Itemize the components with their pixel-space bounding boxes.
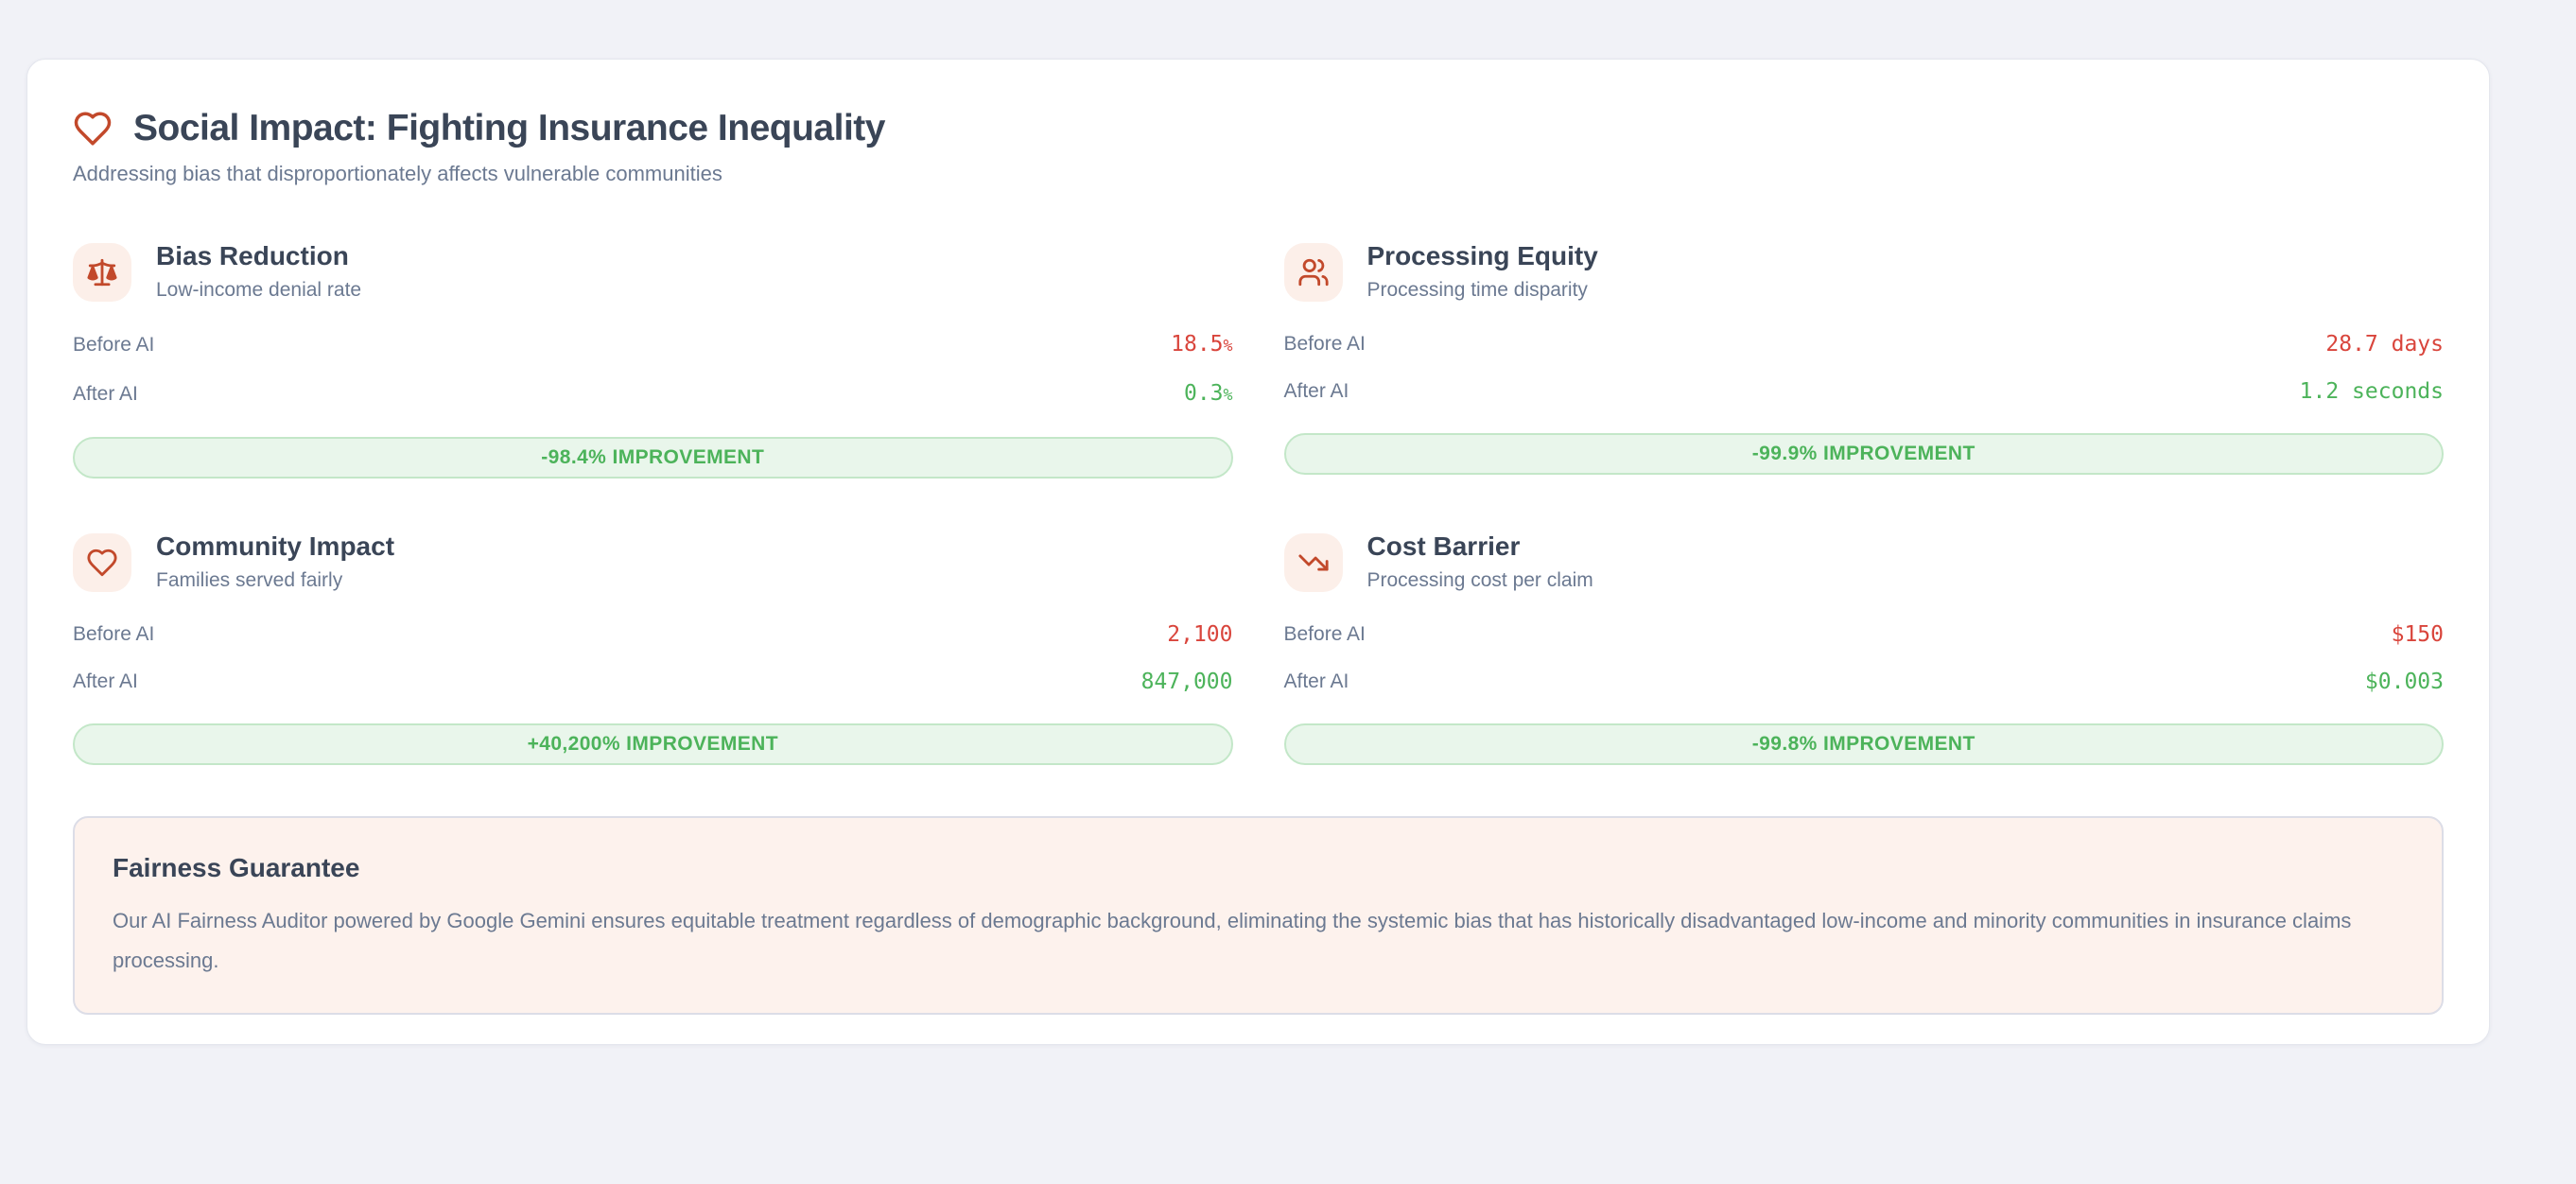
before-row: Before AI 28.7 days [1284, 331, 2445, 357]
metric-subtitle: Processing cost per claim [1366, 569, 1593, 591]
after-value: 0.3% [1183, 381, 1233, 406]
metric-title: Processing Equity [1366, 241, 1598, 270]
after-label: After AI [1283, 670, 1349, 692]
before-row: Before AI 2,100 [73, 621, 1233, 648]
metric-title: Cost Barrier [1366, 531, 1521, 561]
metric-rows: Before AI 2,100 After AI 847,000 [73, 621, 1233, 695]
after-row: After AI 847,000 [73, 669, 1233, 695]
before-label: Before AI [73, 334, 155, 356]
metric-card-processing-equity: Processing Equity Processing time dispar… [1283, 241, 2445, 479]
after-value: 1.2 seconds [2299, 379, 2444, 404]
after-row: After AI 0.3% [73, 380, 1233, 409]
metric-head-text: Community Impact Families served fairly [156, 531, 394, 593]
after-value: $0.003 [2364, 670, 2444, 694]
before-value: 18.5% [1171, 332, 1233, 357]
metric-title: Bias Reduction [156, 241, 349, 270]
metric-head-text: Cost Barrier Processing cost per claim [1367, 531, 1593, 593]
before-label: Before AI [1283, 623, 1366, 645]
metric-head-text: Bias Reduction Low-income denial rate [156, 241, 361, 303]
metric-rows: Before AI $150 After AI $0.003 [1284, 621, 2445, 695]
metric-icon-chip [1283, 532, 1343, 592]
heart-icon [74, 112, 112, 146]
social-impact-panel: Social Impact: Fighting Insurance Inequa… [26, 59, 2490, 1045]
after-label: After AI [73, 670, 138, 692]
before-label: Before AI [1283, 333, 1366, 355]
metrics-grid: Bias Reduction Low-income denial rate Be… [73, 241, 2444, 765]
before-value: 2,100 [1167, 622, 1233, 647]
page-subtitle: Addressing bias that disproportionately … [73, 162, 722, 185]
metric-icon-chip [73, 532, 131, 592]
metric-subtitle: Processing time disparity [1366, 279, 1588, 301]
after-label: After AI [73, 383, 138, 405]
fairness-callout: Fairness Guarantee Our AI Fairness Audit… [73, 816, 2444, 1015]
panel-header: Social Impact: Fighting Insurance Inequa… [73, 107, 2444, 188]
metric-subtitle: Low-income denial rate [156, 279, 362, 301]
page-title: Social Impact: Fighting Insurance Inequa… [133, 108, 885, 148]
after-row: After AI $0.003 [1284, 669, 2445, 695]
title-row: Social Impact: Fighting Insurance Inequa… [73, 107, 2444, 150]
before-value: $150 [2391, 622, 2444, 647]
after-value: 847,000 [1140, 670, 1233, 694]
improvement-badge: +40,200% IMPROVEMENT [73, 723, 1233, 765]
metric-card-bias-reduction: Bias Reduction Low-income denial rate Be… [73, 241, 1233, 479]
metric-icon-chip [1283, 242, 1343, 302]
metric-subtitle: Families served fairly [156, 569, 343, 591]
after-row: After AI 1.2 seconds [1284, 378, 2445, 405]
improvement-badge: -99.9% IMPROVEMENT [1283, 433, 2444, 475]
trending-down-icon [1297, 554, 1329, 570]
before-label: Before AI [73, 623, 155, 645]
improvement-badge: -99.8% IMPROVEMENT [1283, 723, 2444, 765]
metric-head-text: Processing Equity Processing time dispar… [1367, 241, 1598, 303]
metric-head: Processing Equity Processing time dispar… [1283, 241, 2445, 303]
fairness-body: Our AI Fairness Auditor powered by Googl… [113, 909, 2352, 972]
users-icon [1297, 258, 1329, 286]
metric-card-cost-barrier: Cost Barrier Processing cost per claim B… [1283, 531, 2445, 765]
before-row: Before AI 18.5% [73, 331, 1233, 359]
metric-card-community-impact: Community Impact Families served fairly … [73, 531, 1233, 765]
metric-title: Community Impact [156, 531, 395, 561]
metric-rows: Before AI 28.7 days After AI 1.2 seconds [1284, 331, 2445, 405]
before-row: Before AI $150 [1284, 621, 2445, 648]
after-label: After AI [1283, 380, 1349, 402]
metric-head: Community Impact Families served fairly [73, 531, 1233, 593]
heart-icon [87, 548, 117, 576]
metric-head: Bias Reduction Low-income denial rate [73, 241, 1233, 303]
metric-head: Cost Barrier Processing cost per claim [1283, 531, 2445, 593]
improvement-badge: -98.4% IMPROVEMENT [73, 437, 1233, 479]
metric-icon-chip [73, 242, 131, 302]
before-value: 28.7 days [2325, 332, 2444, 357]
fairness-title: Fairness Guarantee [113, 853, 360, 882]
scale-icon [87, 258, 117, 286]
metric-rows: Before AI 18.5% After AI 0.3% [73, 331, 1233, 409]
